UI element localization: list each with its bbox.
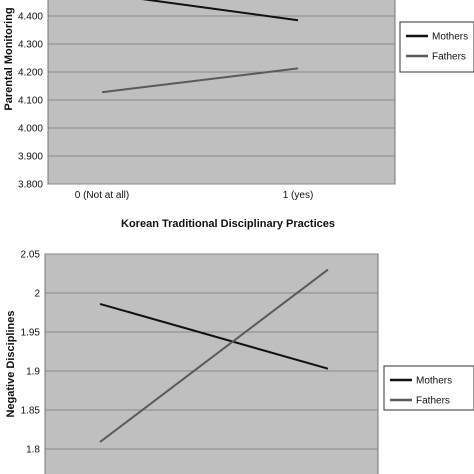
y-tick-label: 3.800 (18, 180, 43, 191)
y-tick-label: 4.400 (18, 12, 43, 23)
y-axis-title: Parental Monitoring (3, 7, 15, 110)
legend-label-mothers: Mothers (432, 32, 468, 43)
x-axis-title: Korean Traditional Disciplinary Practice… (121, 218, 335, 230)
y-tick-label: 3.900 (18, 152, 43, 163)
y-tick-label: 1.95 (21, 328, 41, 339)
y-tick-label: 4.300 (18, 40, 43, 51)
y-tick-label: 1.85 (21, 406, 41, 417)
y-tick-label: 2.05 (21, 250, 41, 261)
series-line-fathers (101, 67, 299, 94)
legend-label-mothers: Mothers (416, 376, 452, 387)
series-line-mothers (99, 302, 329, 370)
plot-area (44, 253, 379, 474)
y-tick-label: 2 (34, 289, 40, 300)
y-tick-label: 4.000 (18, 124, 43, 135)
legend-label-fathers: Fathers (416, 396, 450, 407)
y-tick-label: 1.9 (26, 367, 40, 378)
legend-label-fathers: Fathers (432, 52, 466, 63)
y-tick-label: 4.200 (18, 68, 43, 79)
y-axis-title: Negative Disciplines (5, 311, 17, 418)
y-tick-label: 4.100 (18, 96, 43, 107)
y-tick-label: 1.8 (26, 445, 40, 456)
legend-box (399, 21, 474, 73)
series-line-mothers (141, 0, 299, 22)
x-tick-label: 1 (yes) (283, 190, 314, 201)
legend-box (383, 365, 474, 411)
x-tick-label: 0 (Not at all) (75, 190, 129, 201)
series-line-fathers (99, 268, 329, 443)
